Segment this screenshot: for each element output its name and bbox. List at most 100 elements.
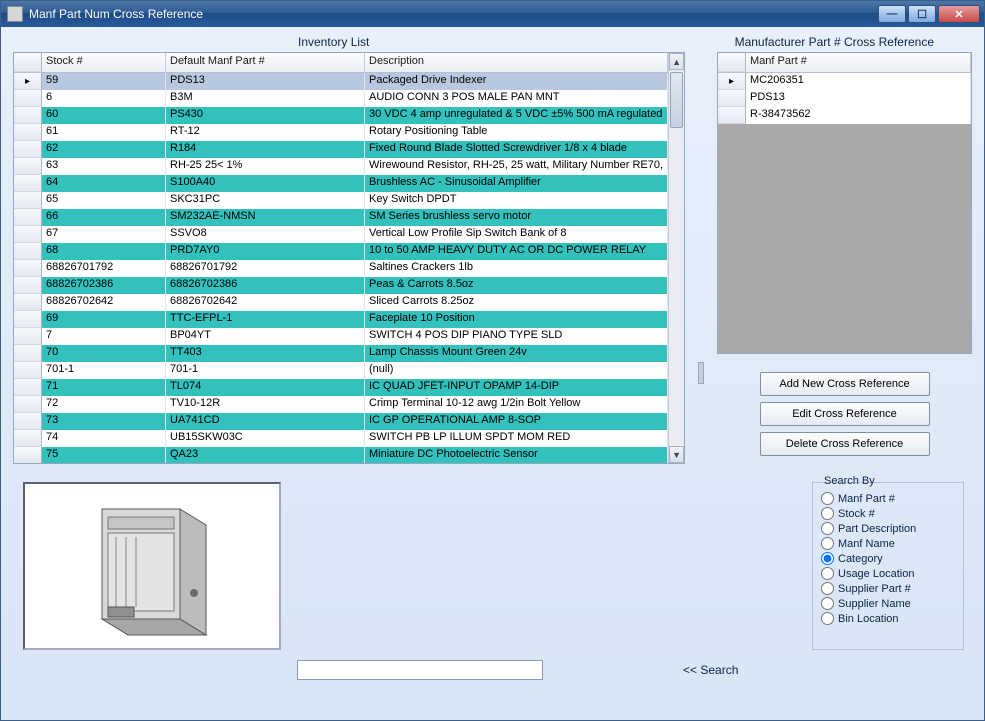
cell[interactable]: 63 bbox=[42, 158, 166, 175]
cell[interactable]: R-38473562 bbox=[746, 107, 971, 124]
cell[interactable]: Peas & Carrots 8.5oz bbox=[365, 277, 668, 294]
search-by-radio[interactable] bbox=[821, 582, 834, 595]
table-row[interactable]: 6882670238668826702386Peas & Carrots 8.5… bbox=[14, 277, 668, 294]
cell[interactable]: RH-25 25< 1% bbox=[166, 158, 365, 175]
row-header[interactable] bbox=[14, 243, 42, 260]
cell[interactable]: SM232AE-NMSN bbox=[166, 209, 365, 226]
search-by-radio[interactable] bbox=[821, 567, 834, 580]
row-header[interactable]: ▸ bbox=[718, 73, 746, 90]
cell[interactable]: Faceplate 10 Position bbox=[365, 311, 668, 328]
search-by-option[interactable]: Supplier Part # bbox=[821, 581, 957, 596]
cell[interactable]: R184 bbox=[166, 141, 365, 158]
row-header[interactable] bbox=[14, 175, 42, 192]
row-header[interactable] bbox=[718, 90, 746, 107]
row-header[interactable] bbox=[14, 141, 42, 158]
cell[interactable]: Brushless AC - Sinusoidal Amplifier bbox=[365, 175, 668, 192]
row-header[interactable] bbox=[14, 430, 42, 447]
cell[interactable]: Sliced Carrots 8.25oz bbox=[365, 294, 668, 311]
table-row[interactable]: 62R184Fixed Round Blade Slotted Screwdri… bbox=[14, 141, 668, 158]
row-header[interactable] bbox=[14, 209, 42, 226]
search-input[interactable] bbox=[297, 660, 543, 680]
cell[interactable]: TL074 bbox=[166, 379, 365, 396]
cell[interactable]: 69 bbox=[42, 311, 166, 328]
cell[interactable]: SKC31PC bbox=[166, 192, 365, 209]
search-by-option[interactable]: Supplier Name bbox=[821, 596, 957, 611]
table-row[interactable]: 7BP04YTSWITCH 4 POS DIP PIANO TYPE SLD bbox=[14, 328, 668, 345]
table-row[interactable]: 701-1701-1(null) bbox=[14, 362, 668, 379]
cell[interactable]: Saltines Crackers 1lb bbox=[365, 260, 668, 277]
table-row[interactable]: 74UB15SKW03CSWITCH PB LP ILLUM SPDT MOM … bbox=[14, 430, 668, 447]
row-header[interactable] bbox=[14, 362, 42, 379]
cell[interactable]: UA741CD bbox=[166, 413, 365, 430]
col-stock[interactable]: Stock # bbox=[42, 53, 166, 72]
cell[interactable]: 68826702642 bbox=[42, 294, 166, 311]
table-row[interactable]: 71TL074IC QUAD JFET-INPUT OPAMP 14-DIP bbox=[14, 379, 668, 396]
scroll-up-icon[interactable]: ▲ bbox=[669, 53, 684, 70]
cell[interactable]: 74 bbox=[42, 430, 166, 447]
cell[interactable]: BP04YT bbox=[166, 328, 365, 345]
search-by-radio[interactable] bbox=[821, 522, 834, 535]
cell[interactable]: QA23 bbox=[166, 447, 365, 463]
cell[interactable]: PDS13 bbox=[746, 90, 971, 107]
col-description[interactable]: Description bbox=[365, 53, 668, 72]
row-header[interactable] bbox=[14, 124, 42, 141]
cell[interactable]: 68 bbox=[42, 243, 166, 260]
cell[interactable]: Crimp Terminal 10-12 awg 1/2in Bolt Yell… bbox=[365, 396, 668, 413]
cell[interactable]: TV10-12R bbox=[166, 396, 365, 413]
maximize-button[interactable]: ☐ bbox=[908, 5, 936, 23]
cell[interactable]: 10 to 50 AMP HEAVY DUTY AC OR DC POWER R… bbox=[365, 243, 668, 260]
table-row[interactable]: 61RT-12Rotary Positioning Table bbox=[14, 124, 668, 141]
cell[interactable]: 68826701792 bbox=[166, 260, 365, 277]
cell[interactable]: PDS13 bbox=[166, 73, 365, 90]
row-header[interactable] bbox=[14, 345, 42, 362]
table-row[interactable]: 6B3MAUDIO CONN 3 POS MALE PAN MNT bbox=[14, 90, 668, 107]
search-by-option[interactable]: Usage Location bbox=[821, 566, 957, 581]
cell[interactable]: 70 bbox=[42, 345, 166, 362]
cell[interactable]: 701-1 bbox=[166, 362, 365, 379]
table-row[interactable]: 6882670179268826701792Saltines Crackers … bbox=[14, 260, 668, 277]
edit-xref-button[interactable]: Edit Cross Reference bbox=[760, 402, 930, 426]
table-row[interactable]: 60PS43030 VDC 4 amp unregulated & 5 VDC … bbox=[14, 107, 668, 124]
cell[interactable]: 701-1 bbox=[42, 362, 166, 379]
cell[interactable]: TT403 bbox=[166, 345, 365, 362]
table-row[interactable]: ▸MC206351 bbox=[718, 73, 971, 90]
cell[interactable]: Packaged Drive Indexer bbox=[365, 73, 668, 90]
row-header[interactable] bbox=[14, 311, 42, 328]
search-by-radio[interactable] bbox=[821, 507, 834, 520]
cell[interactable]: Lamp Chassis Mount Green 24v bbox=[365, 345, 668, 362]
row-header[interactable] bbox=[14, 158, 42, 175]
cell[interactable]: 7 bbox=[42, 328, 166, 345]
row-header[interactable] bbox=[14, 379, 42, 396]
cell[interactable]: Fixed Round Blade Slotted Screwdriver 1/… bbox=[365, 141, 668, 158]
cell[interactable]: (null) bbox=[365, 362, 668, 379]
cell[interactable]: 71 bbox=[42, 379, 166, 396]
cell[interactable]: 73 bbox=[42, 413, 166, 430]
splitter[interactable] bbox=[697, 52, 705, 464]
cell[interactable]: 64 bbox=[42, 175, 166, 192]
search-by-radio[interactable] bbox=[821, 537, 834, 550]
search-by-option[interactable]: Part Description bbox=[821, 521, 957, 536]
row-header[interactable] bbox=[14, 413, 42, 430]
row-header[interactable] bbox=[14, 328, 42, 345]
cell[interactable]: IC QUAD JFET-INPUT OPAMP 14-DIP bbox=[365, 379, 668, 396]
search-by-radio[interactable] bbox=[821, 612, 834, 625]
cell[interactable]: 68826702386 bbox=[166, 277, 365, 294]
cell[interactable]: 60 bbox=[42, 107, 166, 124]
cell[interactable]: PS430 bbox=[166, 107, 365, 124]
minimize-button[interactable]: — bbox=[878, 5, 906, 23]
table-row[interactable]: 75QA23Miniature DC Photoelectric Sensor bbox=[14, 447, 668, 463]
cell[interactable]: SM Series brushless servo motor bbox=[365, 209, 668, 226]
cell[interactable]: B3M bbox=[166, 90, 365, 107]
row-header[interactable] bbox=[14, 226, 42, 243]
table-row[interactable]: 6882670264268826702642Sliced Carrots 8.2… bbox=[14, 294, 668, 311]
row-header[interactable] bbox=[718, 107, 746, 124]
table-row[interactable]: 72TV10-12RCrimp Terminal 10-12 awg 1/2in… bbox=[14, 396, 668, 413]
close-button[interactable]: ✕ bbox=[938, 5, 980, 23]
row-header[interactable]: ▸ bbox=[14, 73, 42, 90]
row-header[interactable] bbox=[14, 294, 42, 311]
cell[interactable]: Rotary Positioning Table bbox=[365, 124, 668, 141]
search-by-option[interactable]: Manf Part # bbox=[821, 491, 957, 506]
add-xref-button[interactable]: Add New Cross Reference bbox=[760, 372, 930, 396]
cell[interactable]: RT-12 bbox=[166, 124, 365, 141]
table-row[interactable]: 65SKC31PCKey Switch DPDT bbox=[14, 192, 668, 209]
